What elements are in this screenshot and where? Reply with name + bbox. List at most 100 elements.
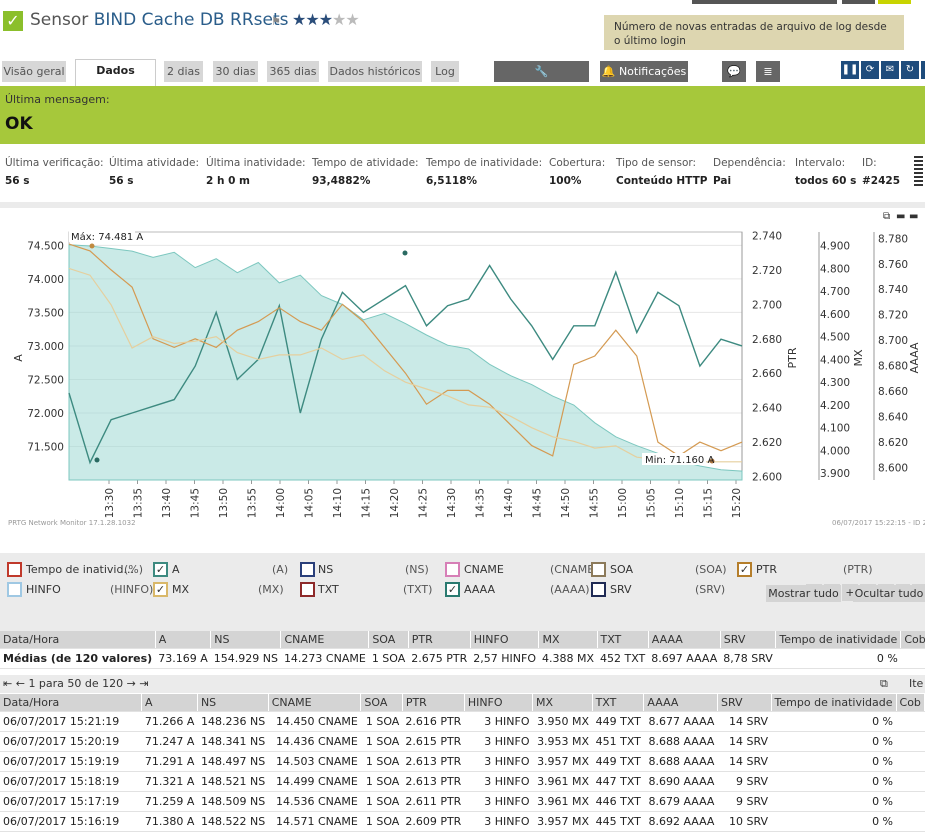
legend-checkbox-ptr[interactable]: ✓ — [737, 562, 752, 577]
averages-header-row: Data/Hora A NS CNAME SOA PTR HINFO MX TXT AAAA SRV… — [0, 631, 925, 649]
tab-overview[interactable]: Visão geral — [2, 61, 66, 82]
column-header[interactable]: Tempo de inatividade — [771, 694, 897, 712]
min-annotation: Min: 71.160 A — [645, 455, 714, 466]
table-cell: 14.503 CNAME — [268, 751, 361, 772]
y-axis-title-a: A — [12, 354, 25, 362]
pager-bar: ⇤ ← 1 para 50 de 120 → ⇥ ⧉ Ite — [0, 675, 925, 693]
column-header[interactable]: Data/Hora — [0, 694, 143, 712]
legend-checkbox-a[interactable]: ✓ — [153, 562, 168, 577]
column-header[interactable]: Cob — [896, 694, 925, 712]
first-page-icon[interactable]: ⇤ — [3, 677, 13, 690]
column-header[interactable]: Cob — [900, 631, 925, 649]
tab-2-days[interactable]: 2 dias — [164, 61, 203, 82]
settings-button[interactable]: 🔧 Configurações — [494, 61, 589, 99]
column-header[interactable]: MX — [538, 631, 598, 649]
column-header[interactable]: Tempo de inatividade — [775, 631, 902, 649]
stat-last-check: Última verificação: 56 s — [5, 157, 104, 187]
email-icon[interactable]: ✉ — [881, 61, 899, 79]
data-table: Data/Hora A NS CNAME SOA PTR HINFO MX TXT AAAA SRV… — [0, 694, 925, 832]
last-message-label: Última mensagem: — [5, 93, 110, 106]
column-header[interactable]: Data/Hora — [0, 631, 156, 649]
legend-checkbox-tempo-de-inativid-[interactable] — [7, 562, 22, 577]
column-header[interactable]: CNAME — [280, 631, 370, 649]
legend-checkbox-txt[interactable] — [300, 582, 315, 597]
reload-icon[interactable]: ↻ — [901, 61, 919, 79]
table-cell: 14 SRV — [717, 751, 772, 772]
column-header[interactable]: HINFO — [470, 631, 540, 649]
tab-historic-data[interactable]: Dados históricos — [328, 61, 422, 82]
priority-stars[interactable]: ★★★★★ — [292, 10, 360, 29]
show-all-button[interactable]: Mostrar tudo — [766, 585, 841, 602]
qr-code-icon[interactable] — [914, 156, 923, 186]
table-cell: 8.688 AAAA — [643, 731, 718, 752]
y-tick-label-ptr: 2.680 — [752, 334, 782, 346]
table-cell: 1 SOA — [360, 811, 403, 832]
table-cell: 0 % — [771, 811, 897, 832]
pause-icon[interactable]: ❚❚ — [841, 61, 859, 79]
sensor-name: BIND Cache DB RRsets — [93, 10, 289, 30]
last-page-icon[interactable]: ⇥ — [139, 677, 149, 690]
popout-icon[interactable]: ⧉ — [880, 677, 888, 690]
column-header[interactable]: NS — [197, 694, 269, 712]
table-cell: 1 SOA — [360, 751, 403, 772]
list-icon[interactable]: ≣ — [756, 61, 780, 82]
tab-30-days[interactable]: 30 dias — [213, 61, 258, 82]
table-cell: 14.436 CNAME — [268, 731, 361, 752]
column-header[interactable]: NS — [210, 631, 282, 649]
y-tick-label-mx: 4.200 — [820, 400, 850, 412]
refresh-icon[interactable]: ⟳ — [861, 61, 879, 79]
legend-unit: (TXT) — [403, 583, 433, 596]
table-cell: 10 SRV — [717, 811, 772, 832]
legend-checkbox-ns[interactable] — [300, 562, 315, 577]
table-cell — [896, 751, 925, 772]
column-header[interactable]: SRV — [720, 631, 777, 649]
x-tick-label: 13:50 — [218, 488, 230, 518]
column-header[interactable]: PTR — [402, 694, 465, 712]
column-header[interactable]: SOA — [360, 694, 403, 712]
column-header[interactable]: MX — [532, 694, 593, 712]
legend-checkbox-cname[interactable] — [445, 562, 460, 577]
legend-checkbox-aaaa[interactable]: ✓ — [445, 582, 460, 597]
notifications-button[interactable]: 🔔 Notificações — [600, 61, 688, 82]
column-header[interactable]: PTR — [408, 631, 471, 649]
table-cell: 06/07/2017 15:21:19 — [0, 711, 142, 732]
table-cell: 2.611 PTR — [402, 791, 465, 812]
column-header[interactable]: SOA — [368, 631, 409, 649]
table-cell: 148.341 NS — [197, 731, 269, 752]
more-icon[interactable]: › — [921, 61, 925, 79]
bell-icon: 🔔 — [601, 65, 616, 78]
y-tick-label-a: 74.500 — [27, 240, 64, 252]
column-header[interactable]: SRV — [717, 694, 772, 712]
legend-checkbox-mx[interactable]: ✓ — [153, 582, 168, 597]
comment-icon[interactable]: 💬 — [722, 61, 746, 82]
legend-checkbox-srv[interactable] — [591, 582, 606, 597]
status-ok-icon: ✓ — [3, 11, 23, 31]
column-header[interactable]: CNAME — [268, 694, 362, 712]
column-header[interactable]: HINFO — [464, 694, 534, 712]
table-cell: 2.675 PTR — [408, 648, 471, 669]
legend-unit: (%) — [124, 563, 144, 576]
tab-live-data[interactable]: Dados ativos — [75, 59, 156, 98]
hide-all-button[interactable]: Ocultar tudo — [853, 585, 925, 602]
table-cell: 06/07/2017 15:20:19 — [0, 731, 142, 752]
column-header[interactable]: AAAA — [648, 631, 721, 649]
y-tick-label-aaaa: 8.720 — [878, 310, 908, 322]
column-header[interactable]: TXT — [597, 631, 649, 649]
table-cell: 3 HINFO — [464, 731, 533, 752]
flag-icon[interactable]: ⚑ — [271, 15, 281, 28]
prev-page-icon[interactable]: ← — [15, 677, 25, 690]
column-header[interactable]: AAAA — [643, 694, 718, 712]
table-row: 06/07/2017 15:17:19 71.259 A 148.509 NS 14.… — [0, 791, 925, 812]
column-header[interactable]: A — [155, 631, 212, 649]
legend-checkbox-hinfo[interactable] — [7, 582, 22, 597]
column-header[interactable]: TXT — [592, 694, 645, 712]
table-cell: 71.259 A — [141, 791, 198, 812]
table-cell: 8.677 AAAA — [643, 711, 718, 732]
tab-365-days[interactable]: 365 dias — [267, 61, 319, 82]
next-page-icon[interactable]: → — [126, 677, 136, 690]
tab-log[interactable]: Log — [431, 61, 459, 82]
legend-checkbox-soa[interactable] — [591, 562, 606, 577]
column-header[interactable]: A — [141, 694, 198, 712]
legend-label: MX — [172, 583, 190, 596]
y-tick-label-aaaa: 8.680 — [878, 361, 908, 373]
